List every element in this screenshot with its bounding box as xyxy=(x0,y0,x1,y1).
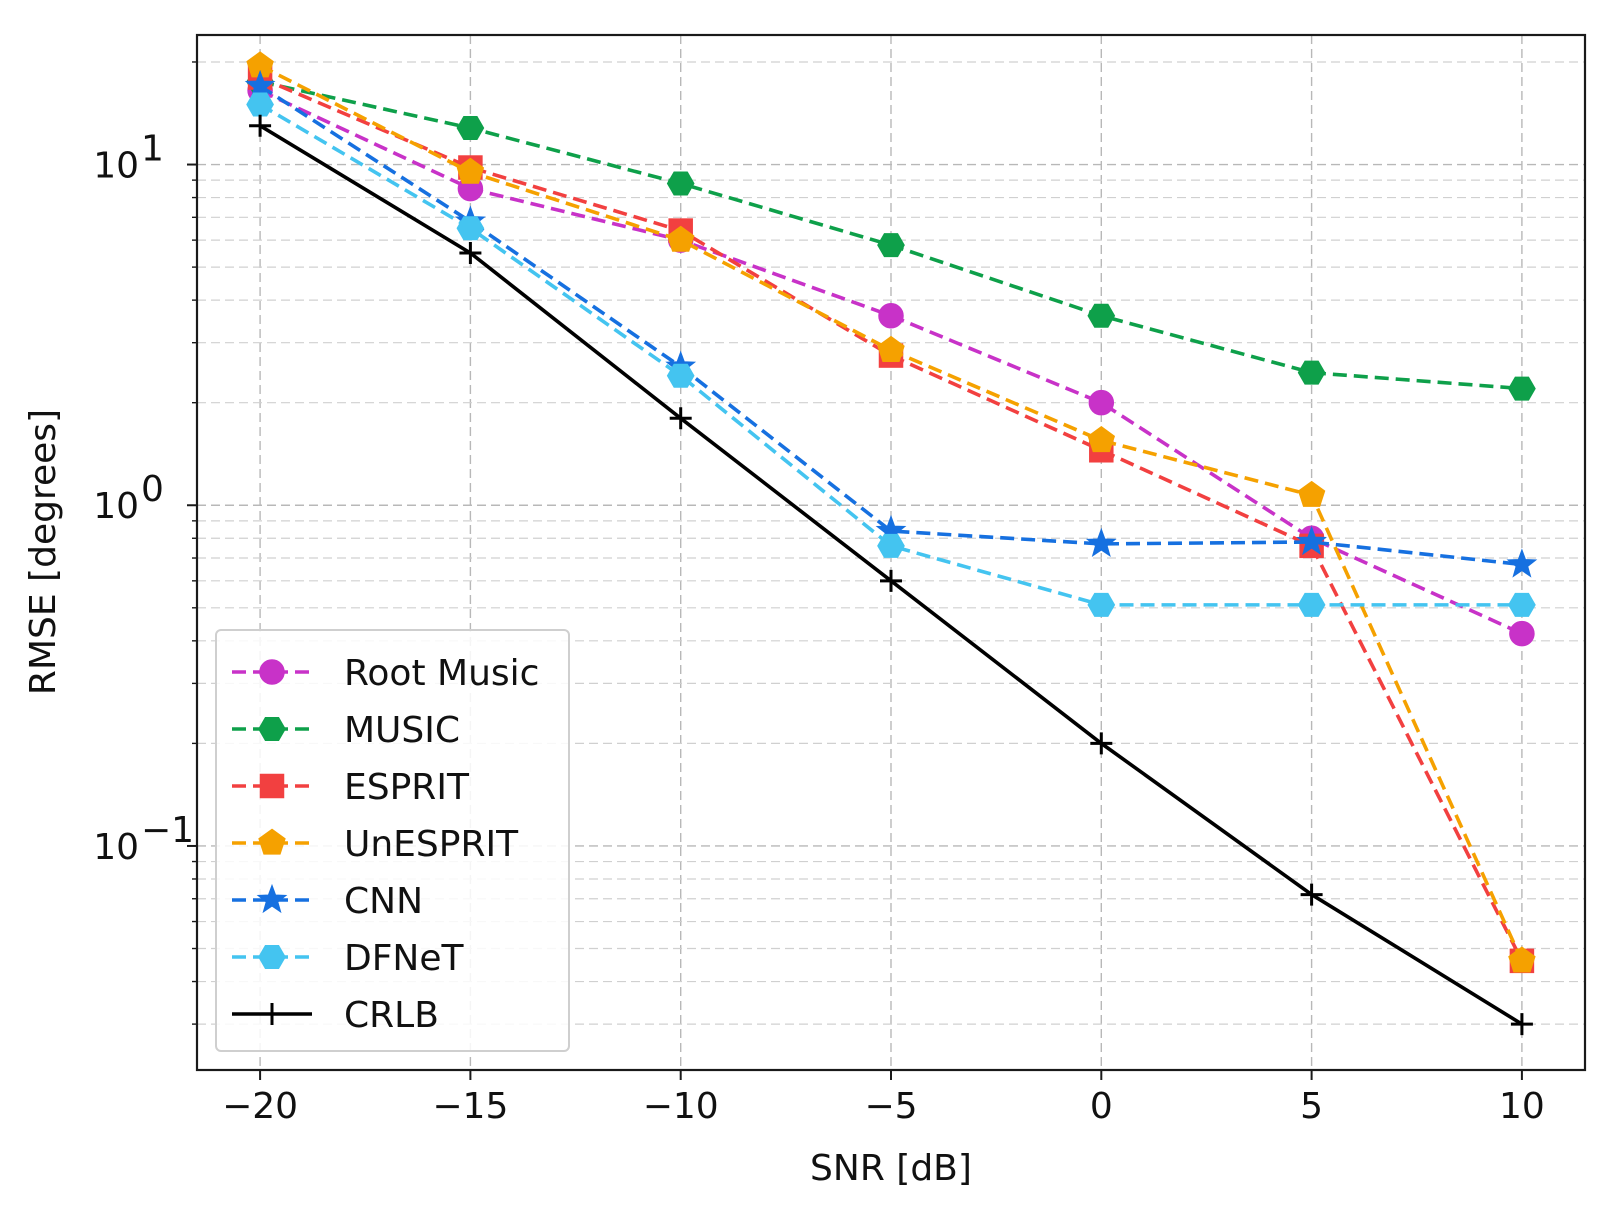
data-point-unesprit xyxy=(666,225,695,252)
data-point-dfnet xyxy=(246,92,274,117)
legend-box xyxy=(215,629,570,1052)
x-tick-label: 10 xyxy=(1499,1086,1545,1127)
data-point-music xyxy=(877,233,905,258)
legend-item-music: MUSIC xyxy=(232,710,460,751)
legend-marker xyxy=(258,944,286,970)
data-point-unesprit xyxy=(1297,480,1326,507)
legend-marker xyxy=(256,883,288,914)
data-point-crlb xyxy=(249,114,272,137)
legend-item-root-music: Root Music xyxy=(232,653,539,694)
data-point-root-music xyxy=(1088,389,1115,416)
legend-item-esprit: ESPRIT xyxy=(232,767,470,808)
data-point-crlb xyxy=(669,407,692,430)
x-axis-label: SNR [dB] xyxy=(810,1148,972,1189)
data-point-unesprit xyxy=(1087,425,1116,453)
y-tick-label: 10 xyxy=(93,146,139,187)
series-dfnet xyxy=(246,92,1536,617)
data-point-dfnet xyxy=(1087,592,1116,617)
series-music xyxy=(246,69,1536,401)
x-tick-label: 0 xyxy=(1090,1086,1113,1127)
series-unesprit xyxy=(246,51,1536,973)
data-point-root-music xyxy=(878,302,904,329)
legend-item-crlb: CRLB xyxy=(232,995,439,1036)
legend-label: DFNeT xyxy=(344,938,465,979)
legend-marker xyxy=(259,773,285,799)
data-point-music xyxy=(1508,376,1536,401)
x-axis-ticks: −20 −15 −10 −5 0 5 10 xyxy=(222,1070,1545,1127)
data-point-music xyxy=(1087,303,1116,328)
legend-label: CNN xyxy=(344,881,423,922)
data-point-music xyxy=(456,116,485,141)
y-tick-exponent: 1 xyxy=(141,129,164,170)
legend-item-cnn: CNN xyxy=(232,881,423,922)
series-layer xyxy=(244,51,1538,1036)
legend-marker xyxy=(258,716,286,742)
y-tick-label: 10 xyxy=(93,827,139,868)
legend-item-dfnet: DFNeT xyxy=(232,938,465,979)
x-tick-label: −20 xyxy=(222,1086,298,1127)
legend-label: Root Music xyxy=(344,653,539,694)
legend-label: CRLB xyxy=(344,995,439,1036)
legend-label: ESPRIT xyxy=(344,767,470,808)
x-tick-label: −5 xyxy=(864,1086,917,1127)
y-tick-label: 10 xyxy=(93,486,139,527)
data-point-dfnet xyxy=(1508,592,1536,617)
data-point-cnn xyxy=(1506,548,1538,578)
data-point-dfnet xyxy=(877,533,905,558)
data-point-crlb xyxy=(1300,883,1323,906)
y-tick-exponent: −1 xyxy=(141,810,194,851)
data-point-cnn xyxy=(1296,525,1327,556)
legend-marker xyxy=(258,828,286,855)
x-tick-label: −15 xyxy=(432,1086,508,1127)
legend-label: UnESPRIT xyxy=(344,824,519,865)
legend-item-unesprit: UnESPRIT xyxy=(232,824,519,865)
data-point-cnn xyxy=(244,69,276,100)
y-axis-label: RMSE [degrees] xyxy=(23,409,64,695)
data-point-crlb xyxy=(1090,732,1113,755)
legend-marker xyxy=(261,1003,283,1025)
data-point-crlb xyxy=(1510,1013,1533,1036)
data-point-root-music xyxy=(1509,620,1535,647)
data-point-unesprit xyxy=(456,157,485,184)
legend-label: MUSIC xyxy=(344,710,460,751)
data-point-cnn xyxy=(1085,527,1117,558)
data-point-crlb xyxy=(880,569,902,592)
data-point-unesprit xyxy=(1508,946,1536,973)
data-point-dfnet xyxy=(456,216,485,241)
data-point-unesprit xyxy=(877,335,905,362)
data-point-music xyxy=(1297,360,1326,385)
y-tick-exponent: 0 xyxy=(141,469,164,510)
data-point-dfnet xyxy=(666,363,695,388)
x-tick-label: 5 xyxy=(1300,1086,1323,1127)
series-crlb xyxy=(249,114,1533,1036)
data-point-crlb xyxy=(459,242,482,265)
data-point-music xyxy=(666,171,695,196)
x-tick-label: −10 xyxy=(643,1086,719,1127)
legend-marker xyxy=(259,659,285,685)
data-point-dfnet xyxy=(1297,592,1326,617)
legend: Root Music MUSIC ESPRIT UnESPRIT CNN DFNeT CRL… xyxy=(215,629,570,1052)
